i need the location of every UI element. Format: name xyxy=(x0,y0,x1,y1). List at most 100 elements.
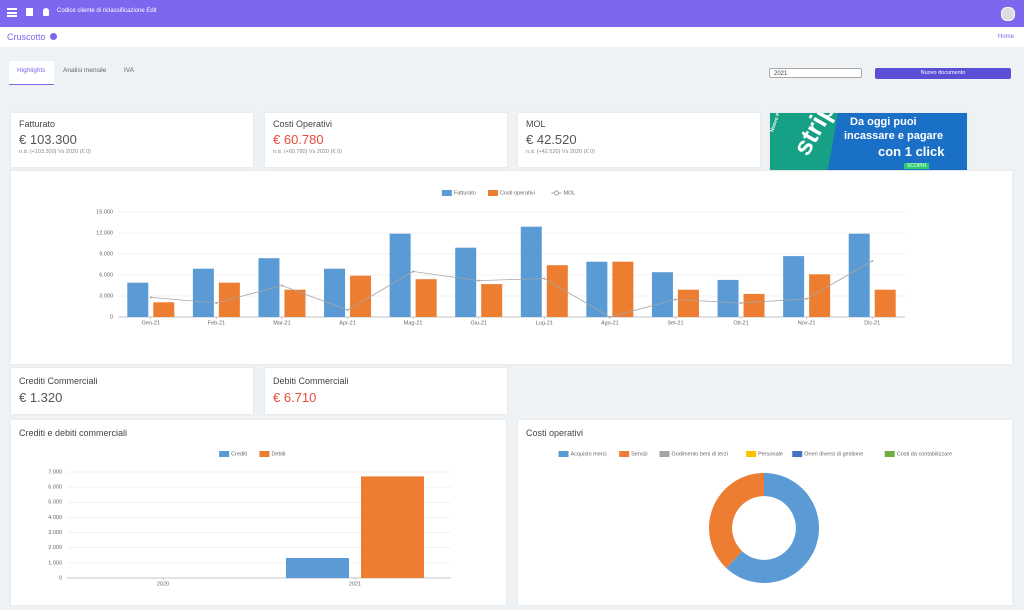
banner-cta[interactable]: SCOPRI xyxy=(904,163,930,169)
legend-swatch xyxy=(659,451,670,457)
bar xyxy=(586,261,608,317)
banner-line: incassare e pagare xyxy=(844,130,944,142)
costs-card: Costi operativi Acquisto merci Servizi God… xyxy=(518,420,1012,605)
kpi-value: € 42.520 xyxy=(526,132,577,147)
x-tick-label: Lug-21 xyxy=(536,320,553,326)
help-icon[interactable] xyxy=(50,33,57,40)
line-point xyxy=(149,296,152,299)
legend-swatch xyxy=(219,451,230,457)
kpi-label: Costi Operativi xyxy=(273,119,333,129)
x-tick-label: Ott-21 xyxy=(733,320,748,326)
legend-swatch xyxy=(792,451,803,457)
x-tick-label: Nov-21 xyxy=(798,320,816,326)
line-point xyxy=(346,309,349,311)
kpi-label: MOL xyxy=(526,119,546,129)
credits-chart: 0 1.000 2.000 3.000 4.000 5.000 6.000 7.000 2020… xyxy=(48,451,451,587)
kpi-note: n.d. (+42.520) Vs 2020 (€ 0) xyxy=(526,149,595,155)
x-tick-label: Ago-21 xyxy=(601,320,619,326)
new-document-button[interactable]: Nuovo documento xyxy=(875,68,1011,79)
top-bar: Codice cliente di riclassificazione Edit xyxy=(0,0,1024,27)
bar xyxy=(286,558,349,578)
y-tick-label: 6.000 xyxy=(48,485,62,491)
x-tick-label: Gen-21 xyxy=(142,320,160,326)
x-tick-label: 2020 xyxy=(157,581,169,587)
credits-card: Crediti e debiti commerciali 0 1.000 2.000… xyxy=(11,420,506,605)
costs-chart: Acquisto merci Servizi Godimento beni di t… xyxy=(558,451,952,583)
bar xyxy=(192,268,214,317)
legend-label: Crediti xyxy=(231,451,247,457)
year-select[interactable]: 2021 xyxy=(769,68,862,78)
line-point xyxy=(280,284,283,287)
line-point xyxy=(805,297,808,300)
legend-label: Costi operativi xyxy=(500,190,535,196)
legend-swatch xyxy=(746,451,757,457)
pie-slice xyxy=(709,473,764,569)
line-point xyxy=(215,302,218,304)
kpi-card: Costi Operativi € 60.780 n.d. (+60.780) Vs… xyxy=(265,113,507,167)
legend-swatch xyxy=(884,451,895,457)
tab-active[interactable] xyxy=(9,61,54,85)
page-title: Cruscotto xyxy=(7,32,46,42)
legend-label: Debiti xyxy=(271,451,285,457)
bar xyxy=(350,275,372,317)
bell-icon[interactable] xyxy=(43,8,49,16)
bar xyxy=(324,268,346,317)
x-tick-label: Giu-21 xyxy=(470,320,487,326)
legend-label: Costi da contabilizzare xyxy=(897,451,952,457)
line-point xyxy=(674,298,677,301)
x-tick-label: Dic-21 xyxy=(864,320,880,326)
tab[interactable]: Analisi mensile xyxy=(63,67,107,74)
pie-slice xyxy=(726,473,819,583)
menu-icon[interactable] xyxy=(7,8,17,17)
balance-label: Crediti Commerciali xyxy=(19,376,98,386)
bar xyxy=(546,265,568,317)
card-title: Costi operativi xyxy=(526,428,584,438)
legend-label: MOL xyxy=(563,190,575,196)
legend-label: Acquisto merci xyxy=(571,451,607,457)
bar xyxy=(153,302,175,317)
bar xyxy=(783,256,805,317)
line-point xyxy=(608,316,611,318)
y-tick-label: 3.000 xyxy=(99,293,113,299)
bar xyxy=(809,274,831,317)
breadcrumb[interactable]: Home xyxy=(997,34,1014,40)
x-tick-label: Mag-21 xyxy=(404,320,423,326)
banner-line: con 1 click xyxy=(878,144,945,159)
y-tick-label: 4.000 xyxy=(48,515,62,521)
sub-header: Cruscotto Home xyxy=(0,27,1024,47)
avatar[interactable] xyxy=(1001,7,1015,21)
x-tick-label: Set-21 xyxy=(667,320,683,326)
bar xyxy=(743,293,765,317)
balance-value: € 1.320 xyxy=(19,390,63,405)
y-tick-label: 3.000 xyxy=(48,530,62,536)
legend-label: Servizi xyxy=(631,451,648,457)
legend-swatch xyxy=(259,451,270,457)
kpi-card: Fatturato € 103.300 n.d. (+103.300) Vs 202… xyxy=(11,113,253,167)
kpi-note: n.d. (+60.780) Vs 2020 (€ 0) xyxy=(273,149,342,155)
legend-label: Godimento beni di terzi xyxy=(671,451,728,457)
y-tick-label: 0 xyxy=(110,314,113,320)
bar xyxy=(677,289,699,317)
flag-icon[interactable] xyxy=(26,8,33,16)
legend-swatch xyxy=(619,451,630,457)
y-tick-label: 0 xyxy=(59,575,62,581)
y-tick-label: 6.000 xyxy=(99,272,113,278)
kpi-note: n.d. (+103.300) Vs 2020 (€ 0) xyxy=(19,149,92,155)
tab[interactable]: Highlights xyxy=(17,67,46,74)
bar xyxy=(874,289,896,317)
bar xyxy=(651,272,673,317)
legend-swatch xyxy=(441,190,452,196)
banner[interactable]: Nuovo Partner stripe Da oggi puoi incass… xyxy=(770,113,967,170)
banner-line: Da oggi puoi xyxy=(850,116,917,128)
bar xyxy=(481,284,503,317)
bar xyxy=(455,247,477,317)
bar xyxy=(415,279,437,317)
x-tick-label: Feb-21 xyxy=(208,320,225,326)
tab[interactable]: IVA xyxy=(124,67,134,74)
x-tick-label: Mar-21 xyxy=(273,320,290,326)
legend-label: Fatturato xyxy=(454,190,476,196)
y-tick-label: 9.000 xyxy=(99,251,113,257)
line-point xyxy=(412,270,415,273)
line-point xyxy=(543,277,546,280)
